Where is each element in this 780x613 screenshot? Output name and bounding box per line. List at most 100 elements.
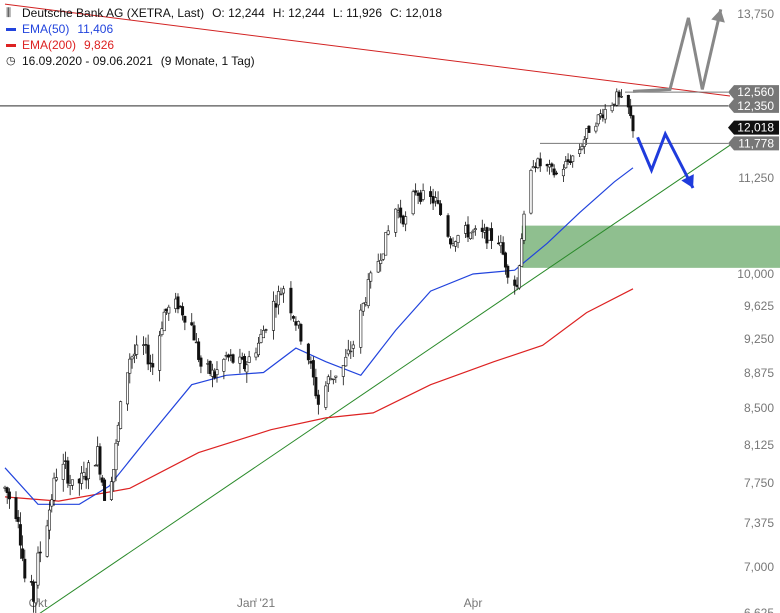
candle-body <box>183 315 187 323</box>
candle-body <box>54 477 58 481</box>
candle-body <box>552 168 556 176</box>
clock-icon: ◷ <box>6 55 16 67</box>
candle-body <box>421 190 425 200</box>
candle-body <box>222 359 226 372</box>
candle-body <box>226 354 230 358</box>
candle-body <box>309 360 313 364</box>
price-tag-label: 12,018 <box>737 121 774 135</box>
price-tag-label: 12,560 <box>737 85 774 99</box>
legend-ema50-label: EMA(50) <box>22 22 70 36</box>
candle-body <box>538 158 542 167</box>
candle-body <box>181 306 185 316</box>
candle-body <box>366 279 370 307</box>
candle-body <box>369 272 373 282</box>
candle-body <box>34 582 38 604</box>
y-tick-label: 10,000 <box>737 267 774 281</box>
candle-body <box>86 462 90 480</box>
candle-body <box>451 243 455 246</box>
candle-body <box>580 146 584 150</box>
y-tick-label: 7,375 <box>744 516 774 530</box>
legend-period: 16.09.2020 - 09.06.2021 <box>22 54 153 68</box>
legend-title-row: ⫼ Deutsche Bank AG (XETRA, Last) O: 12,2… <box>6 5 442 21</box>
x-tick-label: Okt <box>29 596 48 610</box>
candle-body <box>5 487 9 493</box>
candle-body <box>334 375 338 378</box>
candle-body <box>70 479 74 486</box>
candle-body <box>135 344 139 355</box>
candle-body <box>454 241 458 247</box>
candle-body <box>434 197 438 202</box>
candle-body <box>264 329 268 331</box>
candle-body <box>464 225 468 234</box>
candle-body <box>522 213 526 241</box>
candle-body <box>38 551 42 554</box>
candle-body <box>158 335 162 371</box>
candle-body <box>329 378 333 381</box>
candle-body <box>429 191 433 197</box>
candle-body <box>119 401 123 429</box>
candle-body <box>296 321 300 326</box>
candle-body <box>274 303 278 308</box>
candle-body <box>615 91 619 106</box>
candle-body <box>112 469 116 483</box>
candle-body <box>190 322 194 326</box>
candle-body <box>381 253 385 260</box>
candle-body <box>480 227 484 232</box>
candle-body <box>306 343 310 361</box>
candle-body <box>192 325 196 341</box>
price-tag-label: 11,778 <box>738 136 774 150</box>
candle-body <box>568 160 572 164</box>
candle-body <box>631 115 635 132</box>
candle-body <box>361 302 365 312</box>
candle-body <box>411 191 415 215</box>
candle-body <box>294 321 298 326</box>
candle-body <box>617 91 621 98</box>
bearish-projection-path <box>636 130 695 189</box>
candle-body <box>254 352 258 358</box>
x-tick-label: Jan '21 <box>237 596 276 610</box>
support-zone <box>521 225 780 268</box>
candle-body <box>167 306 171 314</box>
y-tick-label: 11,250 <box>738 171 774 185</box>
chart-legend: ⫼ Deutsche Bank AG (XETRA, Last) O: 12,2… <box>6 5 442 69</box>
arrow-down-icon <box>681 174 694 188</box>
candle-body <box>404 216 408 225</box>
candle-body <box>109 481 113 500</box>
candle-body <box>449 238 453 245</box>
candle-body <box>114 442 118 471</box>
candle-body <box>376 261 380 273</box>
candle-body <box>341 365 345 377</box>
candle-body <box>431 196 435 204</box>
candle-body <box>585 128 589 139</box>
legend-title: Deutsche Bank AG (XETRA, Last) <box>22 6 205 20</box>
candlestick-icon: ⫼ <box>6 7 12 19</box>
candle-body <box>160 328 164 335</box>
legend-close: C: 12,018 <box>390 6 443 20</box>
candle-body <box>316 394 320 405</box>
candle-body <box>626 94 630 108</box>
candle-body <box>610 105 614 112</box>
candle-body <box>66 460 70 484</box>
candle-body <box>379 259 383 264</box>
candle-body <box>311 360 315 378</box>
candle-body <box>401 215 405 225</box>
legend-ema200-row: EMA(200) 9,826 <box>6 37 442 53</box>
y-tick-label: 8,125 <box>744 438 774 452</box>
candle-body <box>130 356 134 360</box>
candle-body <box>314 377 318 397</box>
candle-body <box>578 149 582 154</box>
legend-ema200-value: 9,826 <box>84 38 115 52</box>
candle-body <box>103 479 107 501</box>
candle-body <box>503 252 507 268</box>
price-tag <box>728 136 779 151</box>
candle-body <box>47 509 51 531</box>
legend-ema200-label: EMA(200) <box>22 38 77 52</box>
y-tick-label: 13,750 <box>737 7 774 21</box>
y-tick-label: 8,875 <box>744 366 774 380</box>
candle-body <box>513 279 517 286</box>
candle-body <box>520 238 524 267</box>
candle-body <box>276 291 280 306</box>
y-tick-label: 6,625 <box>744 606 774 613</box>
price-tag-label: 12,350 <box>737 99 774 113</box>
